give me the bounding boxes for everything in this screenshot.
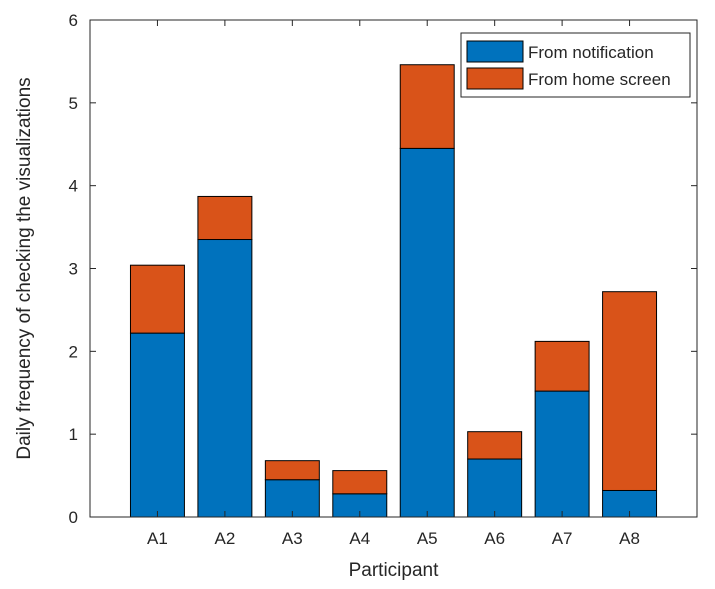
legend: From notification From home screen bbox=[460, 32, 691, 98]
x-tick-label-a8: A8 bbox=[619, 529, 640, 548]
x-axis-label: Participant bbox=[349, 560, 439, 581]
y-axis-label: Daily frequency of checking the visualiz… bbox=[14, 77, 35, 459]
legend-swatch-0 bbox=[466, 40, 524, 63]
x-tick-label-a1: A1 bbox=[147, 529, 168, 548]
bar-a8-series-1 bbox=[602, 291, 658, 491]
y-tick-label: 4 bbox=[69, 177, 78, 196]
y-tick-label: 3 bbox=[69, 260, 78, 279]
y-tick-label: 6 bbox=[69, 11, 78, 30]
labels-layer: 0 1 2 3 4 5 6 A1 A2 A3 A4 A5 A6 A7 A8 Participant Daily … bbox=[14, 11, 640, 581]
bar-a6-series-1 bbox=[467, 431, 523, 460]
y-tick-label: 2 bbox=[69, 342, 78, 361]
y-tick-label: 0 bbox=[69, 508, 78, 527]
legend-label-1: From home screen bbox=[528, 70, 671, 89]
bar-a1-series-1 bbox=[129, 264, 185, 334]
x-tick-label-a4: A4 bbox=[349, 529, 370, 548]
x-tick-label-a5: A5 bbox=[417, 529, 438, 548]
legend-label-0: From notification bbox=[528, 43, 654, 62]
bar-a7-series-1 bbox=[534, 340, 590, 392]
bar-a3-series-0 bbox=[264, 479, 320, 518]
x-tick-label-a2: A2 bbox=[214, 529, 235, 548]
bar-a1-series-0 bbox=[129, 332, 185, 518]
bar-a5-series-1 bbox=[399, 64, 455, 149]
bars-layer bbox=[129, 64, 658, 518]
x-tick-label-a7: A7 bbox=[552, 529, 573, 548]
y-tick-label: 5 bbox=[69, 94, 78, 113]
legend-swatch-1 bbox=[466, 67, 524, 90]
axes-layer bbox=[89, 19, 698, 518]
y-tick-label: 1 bbox=[69, 425, 78, 444]
bar-a7-series-0 bbox=[534, 390, 590, 518]
bar-a5-series-0 bbox=[399, 147, 455, 518]
bar-a2-series-0 bbox=[197, 239, 253, 518]
x-tick-label-a3: A3 bbox=[282, 529, 303, 548]
x-tick-label-a6: A6 bbox=[484, 529, 505, 548]
bar-a3-series-1 bbox=[264, 460, 320, 481]
bar-a2-series-1 bbox=[197, 195, 253, 241]
bar-a4-series-1 bbox=[332, 470, 388, 495]
bar-a6-series-0 bbox=[467, 458, 523, 518]
